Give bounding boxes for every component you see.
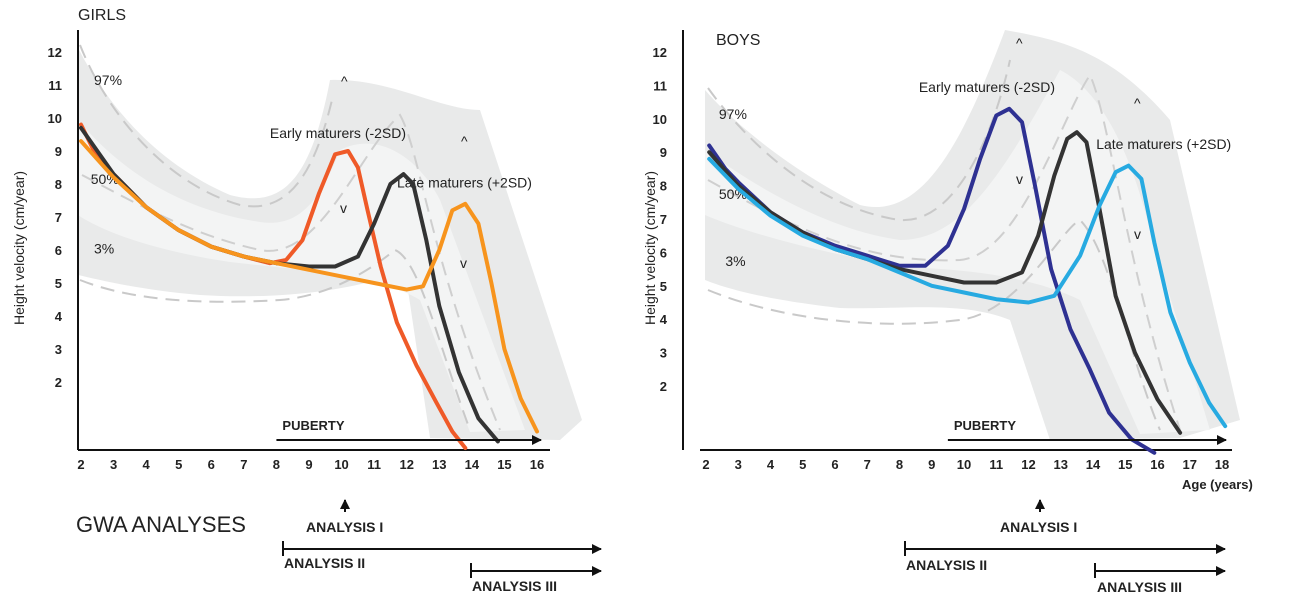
girls-annotation: Late maturers (+2SD) [397,174,532,190]
boys-y-tick-label: 8 [660,179,667,194]
boys-x-tick-label: 10 [957,457,971,472]
boys-x-tick-label: 11 [989,457,1003,472]
girls-marker-up-2: ^ [461,133,468,149]
boys-analysis-3-label: ANALYSIS III [1097,579,1182,595]
boys-y-tick-label: 5 [660,279,667,294]
boys-x-tick-label: 3 [735,457,742,472]
girls-percentile-label: 97% [94,72,122,88]
girls-y-tick-label: 5 [55,276,62,291]
girls-marker-down-1: v [340,200,347,216]
girls-marker-down-2: v [460,255,467,271]
girls-x-tick-label: 3 [110,457,117,472]
girls-series-line-late [79,139,539,434]
girls-x-tick-label: 7 [240,457,247,472]
girls-percentile-label: 3% [94,240,114,256]
girls-analysis-3-label: ANALYSIS III [472,578,557,594]
boys-analysis-2-label: ANALYSIS II [906,557,987,573]
boys-y-tick-label: 6 [660,245,667,260]
boys-x-tick-label: 15 [1118,457,1132,472]
boys-analysis-1-label: ANALYSIS I [1000,519,1077,535]
boys-y-tick-label: 10 [653,112,667,127]
girls-x-tick-label: 4 [143,457,151,472]
girls-title: GIRLS [78,7,126,24]
boys-x-tick-label: 17 [1183,457,1197,472]
boys-x-tick-label: 4 [767,457,775,472]
boys-marker-up-2: ^ [1134,95,1141,111]
boys-x-tick-label: 12 [1021,457,1035,472]
boys-y-tick-label: 12 [653,45,667,60]
girls-x-tick-label: 13 [432,457,446,472]
boys-y-tick-label: 7 [660,212,667,227]
boys-percentile-dash-97 [707,59,1011,222]
boys-x-tick-label: 13 [1054,457,1068,472]
girls-puberty-label: PUBERTY [282,418,344,433]
girls-percentile-dash-50 [81,113,501,431]
girls-x-tick-label: 8 [273,457,280,472]
boys-y-tick-label: 9 [660,145,667,160]
girls-x-tick-label: 15 [497,457,511,472]
boys-marker-down-1: v [1016,171,1023,187]
girls-y-tick-label: 4 [55,309,63,324]
girls-analysis-1-label: ANALYSIS I [306,519,383,535]
girls-y-tick-label: 6 [55,243,62,258]
boys-marker-down-2: v [1134,226,1141,242]
girls-y-tick-label: 3 [55,342,62,357]
boys-chart: ^ ^ v v BOYS Height velocity (cm/year) A… [642,30,1253,492]
boys-y-tick-label: 3 [660,346,667,361]
boys-x-tick-label: 9 [928,457,935,472]
boys-annotation: Early maturers (-2SD) [919,79,1055,95]
boys-marker-up-1: ^ [1016,35,1023,51]
girls-annotation: Early maturers (-2SD) [270,125,406,141]
boys-x-tick-label: 16 [1150,457,1164,472]
girls-marker-up-1: ^ [341,73,348,89]
girls-y-tick-label: 10 [48,111,62,126]
boys-percentile-label: 3% [725,253,745,269]
boys-series-line-late [707,156,1228,429]
boys-percentile-label: 97% [719,106,747,122]
girls-x-tick-label: 11 [367,457,381,472]
girls-percentile-dash-3 [79,248,471,431]
girls-x-tick-label: 6 [208,457,215,472]
girls-y-tick-label: 9 [55,144,62,159]
gwa-title: GWA ANALYSES [76,512,246,537]
boys-y-axis-label: Height velocity (cm/year) [642,171,658,325]
girls-y-axis-label: Height velocity (cm/year) [11,171,27,325]
girls-x-tick-label: 12 [399,457,413,472]
gwa-analyses: GWA ANALYSES ANALYSIS I ANALYSIS II ANAL… [76,499,1226,595]
girls-y-tick-label: 7 [55,210,62,225]
boys-puberty-label: PUBERTY [954,418,1016,433]
girls-x-tick-label: 5 [175,457,182,472]
boys-y-tick-label: 11 [653,78,667,93]
boys-x-tick-label: 6 [831,457,838,472]
boys-x-tick-label: 8 [896,457,903,472]
boys-x-tick-label: 5 [799,457,806,472]
boys-title: BOYS [716,32,760,49]
girls-y-tick-label: 11 [48,78,62,93]
girls-analysis-2-label: ANALYSIS II [284,555,365,571]
girls-x-tick-label: 2 [77,457,84,472]
boys-x-tick-label: 7 [864,457,871,472]
girls-y-tick-label: 2 [55,375,62,390]
girls-x-tick-label: 9 [305,457,312,472]
girls-x-tick-label: 14 [465,457,480,472]
boys-x-tick-label: 2 [702,457,709,472]
boys-series-line-average [707,130,1183,435]
boys-x-tick-label: 14 [1086,457,1101,472]
boys-percentile-band-inner [705,70,1210,434]
boys-x-tick-label: 18 [1215,457,1229,472]
boys-x-axis-label: Age (years) [1182,477,1253,492]
girls-x-tick-label: 16 [530,457,544,472]
girls-percentile-dash-97 [79,44,333,208]
boys-percentile-dash-50 [707,72,1181,431]
boys-y-tick-label: 2 [660,379,667,394]
girls-x-tick-label: 10 [334,457,348,472]
girls-y-tick-label: 8 [55,177,62,192]
girls-percentile-band-inner [78,120,525,432]
boys-annotation: Late maturers (+2SD) [1096,136,1231,152]
girls-chart: ^ ^ v v GIRLS Height velocity (cm/year) … [11,7,582,472]
girls-y-tick-label: 12 [48,45,62,60]
boys-y-tick-label: 4 [660,312,668,327]
